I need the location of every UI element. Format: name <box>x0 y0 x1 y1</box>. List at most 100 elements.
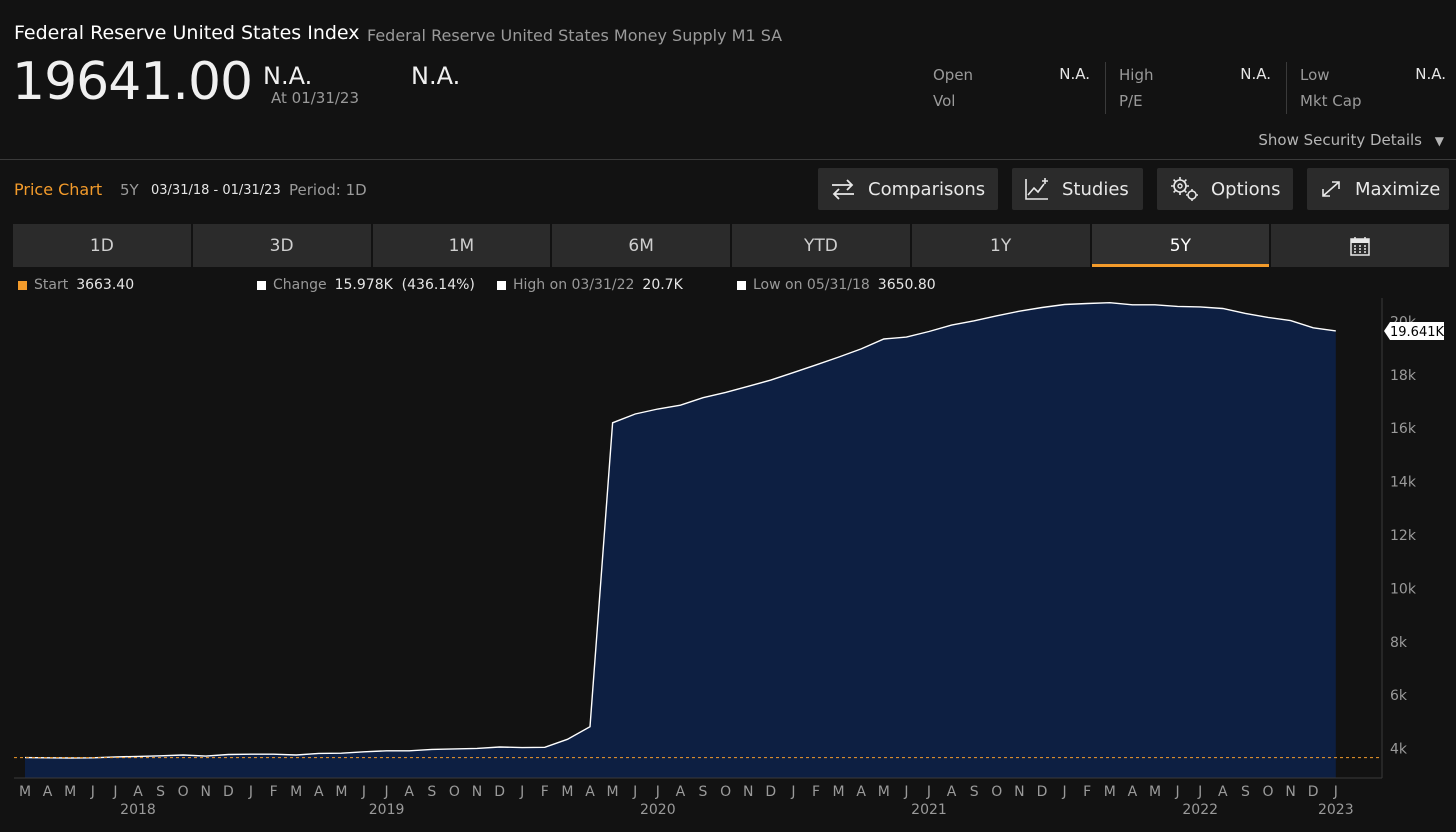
options-label: Options <box>1211 178 1281 200</box>
x-month-label: F <box>1083 784 1091 800</box>
tab-6m[interactable]: 6M <box>552 224 730 267</box>
legend-change-value: 15.978K (436.14%) <box>334 277 475 293</box>
x-month-label: J <box>519 784 524 800</box>
x-month-label: J <box>112 784 117 800</box>
x-month-label: M <box>19 784 31 800</box>
x-month-label: A <box>1128 784 1138 800</box>
x-month-label: J <box>790 784 795 800</box>
tab-3d[interactable]: 3D <box>192 224 371 267</box>
tab-ytd[interactable]: YTD <box>732 224 910 267</box>
x-month-label: M <box>64 784 76 800</box>
tab-1m[interactable]: 1M <box>372 224 551 267</box>
x-month-label: D <box>1037 784 1048 800</box>
low-label: Low <box>1300 66 1330 84</box>
x-month-label: A <box>676 784 686 800</box>
x-month-label: A <box>314 784 324 800</box>
x-month-label: J <box>248 784 253 800</box>
legend-low-label: Low on 05/31/18 <box>753 277 870 293</box>
open-label: Open <box>933 66 974 84</box>
compare-arrows-icon <box>832 179 854 200</box>
x-month-label: M <box>335 784 347 800</box>
price-area-chart[interactable]: 4k6k8k10k12k14k16k18k20k19.641KMAMJJASON… <box>0 296 1456 832</box>
expand-arrows-icon <box>1322 181 1340 197</box>
x-month-label: S <box>1241 784 1250 800</box>
x-month-label: F <box>812 784 820 800</box>
y-tick-label: 8k <box>1390 635 1408 651</box>
x-month-label: J <box>384 784 389 800</box>
x-month-label: M <box>878 784 890 800</box>
x-month-label: A <box>43 784 53 800</box>
quote-header: Federal Reserve United States Index Fede… <box>0 0 1456 160</box>
x-month-label: O <box>1262 784 1273 800</box>
x-month-label: J <box>1062 784 1067 800</box>
x-month-label: O <box>449 784 460 800</box>
x-month-label: A <box>133 784 143 800</box>
x-month-label: O <box>991 784 1002 800</box>
x-month-label: S <box>156 784 165 800</box>
net-change: N.A. <box>263 62 313 90</box>
x-month-label: J <box>632 784 637 800</box>
last-value-label: 19.641K <box>1390 325 1444 340</box>
x-month-label: J <box>361 784 366 800</box>
x-month-label: J <box>1333 784 1338 800</box>
maximize-button[interactable]: Maximize <box>1307 168 1449 210</box>
x-month-label: F <box>270 784 278 800</box>
legend-high-label: High on 03/31/22 <box>513 277 635 293</box>
show-security-details-toggle[interactable]: Show Security Details ▼ <box>1258 131 1444 149</box>
header-divider <box>0 159 1456 160</box>
stats-divider <box>1286 62 1287 114</box>
y-tick-label: 10k <box>1390 581 1417 597</box>
x-month-label: O <box>178 784 189 800</box>
y-tick-label: 16k <box>1390 421 1417 437</box>
x-month-label: J <box>1197 784 1202 800</box>
chart-date-range: 03/31/18 - 01/31/23 <box>151 183 281 198</box>
legend-low-value: 3650.80 <box>877 277 936 293</box>
comparisons-button[interactable]: Comparisons <box>818 168 998 210</box>
x-month-label: A <box>856 784 866 800</box>
x-month-label: A <box>404 784 414 800</box>
x-month-label: D <box>765 784 776 800</box>
x-month-label: A <box>1218 784 1228 800</box>
mktcap-label: Mkt Cap <box>1300 92 1362 110</box>
area-fill <box>25 302 1336 778</box>
security-title: Federal Reserve United States Index <box>14 22 360 44</box>
x-year-label: 2021 <box>911 802 947 818</box>
vol-label: Vol <box>933 92 956 110</box>
x-year-label: 2018 <box>120 802 156 818</box>
high-value: N.A. <box>1240 65 1271 83</box>
x-year-label: 2022 <box>1182 802 1218 818</box>
change-marker <box>257 280 266 290</box>
x-month-label: M <box>1104 784 1116 800</box>
options-button[interactable]: Options <box>1157 168 1293 210</box>
tab-1d[interactable]: 1D <box>13 224 191 267</box>
percent-change: N.A. <box>411 62 461 90</box>
open-value: N.A. <box>1059 65 1090 83</box>
comparisons-label: Comparisons <box>868 178 986 200</box>
x-month-label: N <box>472 784 482 800</box>
legend-start: Start 3663.40 <box>18 276 134 294</box>
x-month-label: M <box>607 784 619 800</box>
studies-label: Studies <box>1062 178 1129 200</box>
legend-change: Change 15.978K (436.14%) <box>257 276 475 294</box>
x-month-label: D <box>223 784 234 800</box>
x-month-label: M <box>1149 784 1161 800</box>
x-month-label: N <box>1014 784 1024 800</box>
x-month-label: J <box>655 784 660 800</box>
legend-low: Low on 05/31/18 3650.80 <box>737 276 936 294</box>
x-year-label: 2023 <box>1318 802 1354 818</box>
tab-1y[interactable]: 1Y <box>911 224 1090 267</box>
y-tick-label: 18k <box>1390 368 1417 384</box>
x-month-label: N <box>1285 784 1295 800</box>
start-marker <box>18 280 27 290</box>
triangle-down-icon: ▼ <box>1434 134 1444 148</box>
tab-5y[interactable]: 5Y <box>1091 224 1270 267</box>
x-month-label: N <box>743 784 753 800</box>
studies-button[interactable]: Studies <box>1012 168 1143 210</box>
show-details-label: Show Security Details <box>1258 131 1422 149</box>
x-month-label: M <box>561 784 573 800</box>
x-month-label: A <box>947 784 957 800</box>
security-subtitle: Federal Reserve United States Money Supp… <box>367 26 783 45</box>
x-month-label: M <box>290 784 302 800</box>
x-year-label: 2019 <box>369 802 405 818</box>
tab-calendar[interactable] <box>1271 224 1449 267</box>
